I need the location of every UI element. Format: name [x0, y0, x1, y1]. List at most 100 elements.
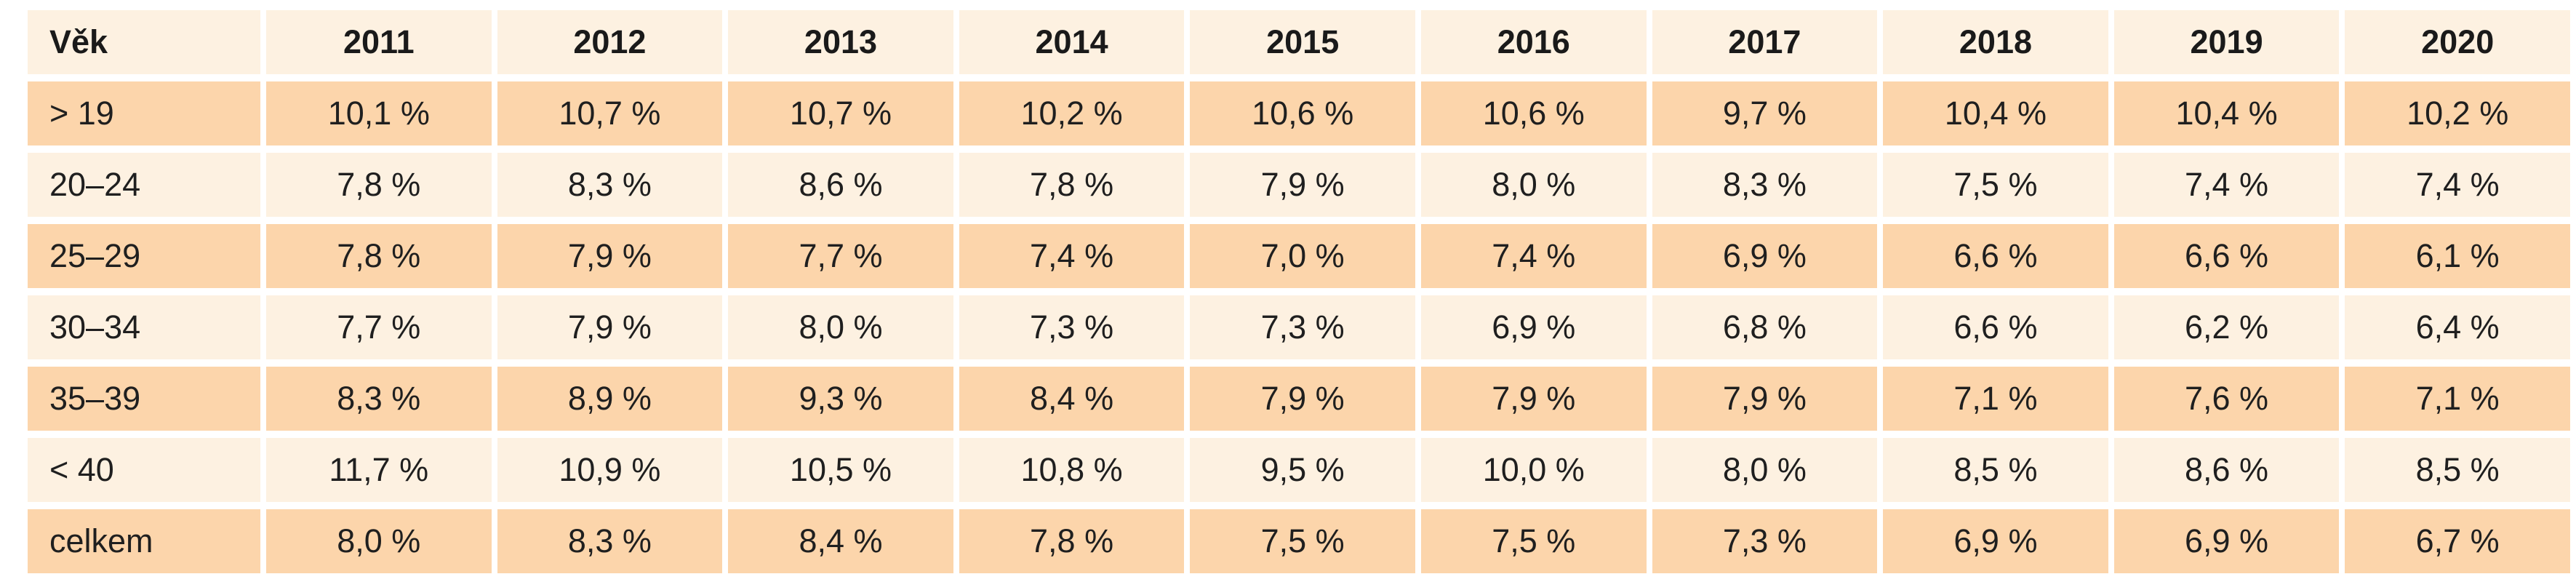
table-cell-percentage: 7,8 %: [959, 153, 1185, 217]
table-cell-percentage: 10,1 %: [266, 81, 492, 146]
table-cell-percentage: 8,4 %: [728, 509, 953, 573]
column-header-2013: 2013: [728, 10, 953, 74]
table-cell-percentage: 6,9 %: [1652, 224, 1878, 288]
data-table-container: Věk 2011 2012 2013 2014 2015 2016 2017 2…: [28, 10, 2570, 581]
column-header-2018: 2018: [1883, 10, 2108, 74]
table-cell-percentage: 8,0 %: [1652, 438, 1878, 502]
table-cell-percentage: 6,9 %: [1420, 295, 1647, 359]
table-cell-percentage: 10,9 %: [497, 438, 723, 502]
column-header-2012: 2012: [497, 10, 723, 74]
table-cell-percentage: 7,8 %: [266, 224, 492, 288]
table-row: 35–39 8,3 % 8,9 % 9,3 % 8,4 % 7,9 % 7,9 % 7,9 %…: [28, 367, 2570, 431]
table-cell-percentage: 10,6 %: [1420, 81, 1647, 146]
row-label-age-group: 35–39: [28, 367, 260, 431]
table-row: 25–29 7,8 % 7,9 % 7,7 % 7,4 % 7,0 % 7,4 % 6,9 %…: [28, 224, 2570, 288]
data-table: Věk 2011 2012 2013 2014 2015 2016 2017 2…: [22, 3, 2576, 581]
table-cell-percentage: 8,0 %: [728, 295, 953, 359]
column-header-age: Věk: [28, 10, 260, 74]
table-cell-percentage: 8,3 %: [1652, 153, 1878, 217]
table-cell-percentage: 7,8 %: [959, 509, 1185, 573]
table-cell-percentage: 9,3 %: [728, 367, 953, 431]
table-cell-percentage: 7,7 %: [728, 224, 953, 288]
table-cell-percentage: 6,9 %: [2113, 509, 2340, 573]
table-row: > 19 10,1 % 10,7 % 10,7 % 10,2 % 10,6 % 10,6 %…: [28, 81, 2570, 146]
column-header-2017: 2017: [1652, 10, 1878, 74]
table-header: Věk 2011 2012 2013 2014 2015 2016 2017 2…: [28, 10, 2570, 74]
table-cell-percentage: 6,6 %: [1883, 295, 2108, 359]
column-header-2014: 2014: [959, 10, 1185, 74]
table-cell-percentage: 7,3 %: [1652, 509, 1878, 573]
table-cell-percentage: 8,5 %: [1883, 438, 2108, 502]
table-cell-percentage: 7,5 %: [1190, 509, 1415, 573]
table-cell-percentage: 7,1 %: [1883, 367, 2108, 431]
table-cell-percentage: 8,3 %: [497, 153, 723, 217]
table-cell-percentage: 8,3 %: [497, 509, 723, 573]
row-label-age-group: 20–24: [28, 153, 260, 217]
table-cell-percentage: 7,4 %: [2113, 153, 2340, 217]
table-cell-percentage: 8,3 %: [266, 367, 492, 431]
table-cell-percentage: 7,6 %: [2113, 367, 2340, 431]
table-cell-percentage: 9,7 %: [1652, 81, 1878, 146]
table-cell-percentage: 10,2 %: [959, 81, 1185, 146]
table-cell-percentage: 10,7 %: [728, 81, 953, 146]
table-cell-percentage: 9,5 %: [1190, 438, 1415, 502]
table-cell-percentage: 7,9 %: [1652, 367, 1878, 431]
table-cell-percentage: 7,3 %: [1190, 295, 1415, 359]
table-cell-percentage: 8,9 %: [497, 367, 723, 431]
table-cell-percentage: 10,0 %: [1420, 438, 1647, 502]
table-cell-percentage: 7,5 %: [1420, 509, 1647, 573]
column-header-2019: 2019: [2113, 10, 2340, 74]
column-header-2016: 2016: [1420, 10, 1647, 74]
table-cell-percentage: 10,7 %: [497, 81, 723, 146]
table-cell-percentage: 7,9 %: [497, 295, 723, 359]
table-cell-percentage: 7,9 %: [1190, 153, 1415, 217]
row-label-age-group: > 19: [28, 81, 260, 146]
table-cell-percentage: 10,4 %: [1883, 81, 2108, 146]
table-cell-percentage: 7,0 %: [1190, 224, 1415, 288]
table-cell-percentage: 8,0 %: [1420, 153, 1647, 217]
table-cell-percentage: 6,1 %: [2345, 224, 2570, 288]
table-cell-percentage: 10,4 %: [2113, 81, 2340, 146]
header-row: Věk 2011 2012 2013 2014 2015 2016 2017 2…: [28, 10, 2570, 74]
table-cell-percentage: 7,4 %: [2345, 153, 2570, 217]
table-cell-percentage: 6,6 %: [2113, 224, 2340, 288]
table-row: < 40 11,7 % 10,9 % 10,5 % 10,8 % 9,5 % 10,0 % 8…: [28, 438, 2570, 502]
column-header-2011: 2011: [266, 10, 492, 74]
row-label-age-group: < 40: [28, 438, 260, 502]
table-row: 20–24 7,8 % 8,3 % 8,6 % 7,8 % 7,9 % 8,0 % 8,3 %…: [28, 153, 2570, 217]
row-label-age-group: 30–34: [28, 295, 260, 359]
table-cell-percentage: 6,4 %: [2345, 295, 2570, 359]
table-cell-percentage: 10,8 %: [959, 438, 1185, 502]
table-cell-percentage: 6,8 %: [1652, 295, 1878, 359]
table-cell-percentage: 8,5 %: [2345, 438, 2570, 502]
table-row: celkem 8,0 % 8,3 % 8,4 % 7,8 % 7,5 % 7,5 % 7,3 …: [28, 509, 2570, 573]
table-cell-percentage: 11,7 %: [266, 438, 492, 502]
table-cell-percentage: 6,9 %: [1883, 509, 2108, 573]
table-cell-percentage: 7,5 %: [1883, 153, 2108, 217]
table-cell-percentage: 7,7 %: [266, 295, 492, 359]
table-cell-percentage: 6,7 %: [2345, 509, 2570, 573]
table-cell-percentage: 8,0 %: [266, 509, 492, 573]
column-header-2015: 2015: [1190, 10, 1415, 74]
table-cell-percentage: 10,2 %: [2345, 81, 2570, 146]
table-cell-percentage: 8,6 %: [2113, 438, 2340, 502]
table-cell-percentage: 7,4 %: [1420, 224, 1647, 288]
table-cell-percentage: 6,2 %: [2113, 295, 2340, 359]
table-cell-percentage: 10,6 %: [1190, 81, 1415, 146]
row-label-age-group: 25–29: [28, 224, 260, 288]
table-cell-percentage: 7,8 %: [266, 153, 492, 217]
table-row: 30–34 7,7 % 7,9 % 8,0 % 7,3 % 7,3 % 6,9 % 6,8 %…: [28, 295, 2570, 359]
table-cell-percentage: 7,3 %: [959, 295, 1185, 359]
table-cell-percentage: 7,1 %: [2345, 367, 2570, 431]
table-cell-percentage: 7,9 %: [497, 224, 723, 288]
table-cell-percentage: 7,9 %: [1420, 367, 1647, 431]
table-cell-percentage: 7,4 %: [959, 224, 1185, 288]
row-label-age-group: celkem: [28, 509, 260, 573]
column-header-2020: 2020: [2345, 10, 2570, 74]
table-body: > 19 10,1 % 10,7 % 10,7 % 10,2 % 10,6 % 10,6 %…: [28, 81, 2570, 573]
table-cell-percentage: 6,6 %: [1883, 224, 2108, 288]
table-cell-percentage: 8,6 %: [728, 153, 953, 217]
table-cell-percentage: 8,4 %: [959, 367, 1185, 431]
table-cell-percentage: 7,9 %: [1190, 367, 1415, 431]
table-cell-percentage: 10,5 %: [728, 438, 953, 502]
